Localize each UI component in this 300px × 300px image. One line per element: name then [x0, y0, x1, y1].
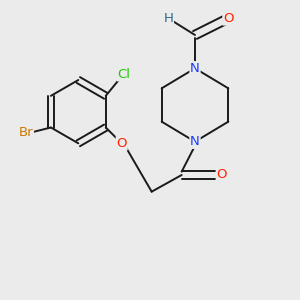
Text: Cl: Cl: [118, 68, 130, 81]
Text: N: N: [190, 135, 200, 148]
Text: N: N: [190, 62, 200, 75]
Text: O: O: [216, 169, 227, 182]
Text: O: O: [116, 137, 127, 150]
Text: H: H: [164, 12, 173, 25]
Text: Br: Br: [19, 126, 33, 139]
Text: O: O: [223, 12, 234, 25]
